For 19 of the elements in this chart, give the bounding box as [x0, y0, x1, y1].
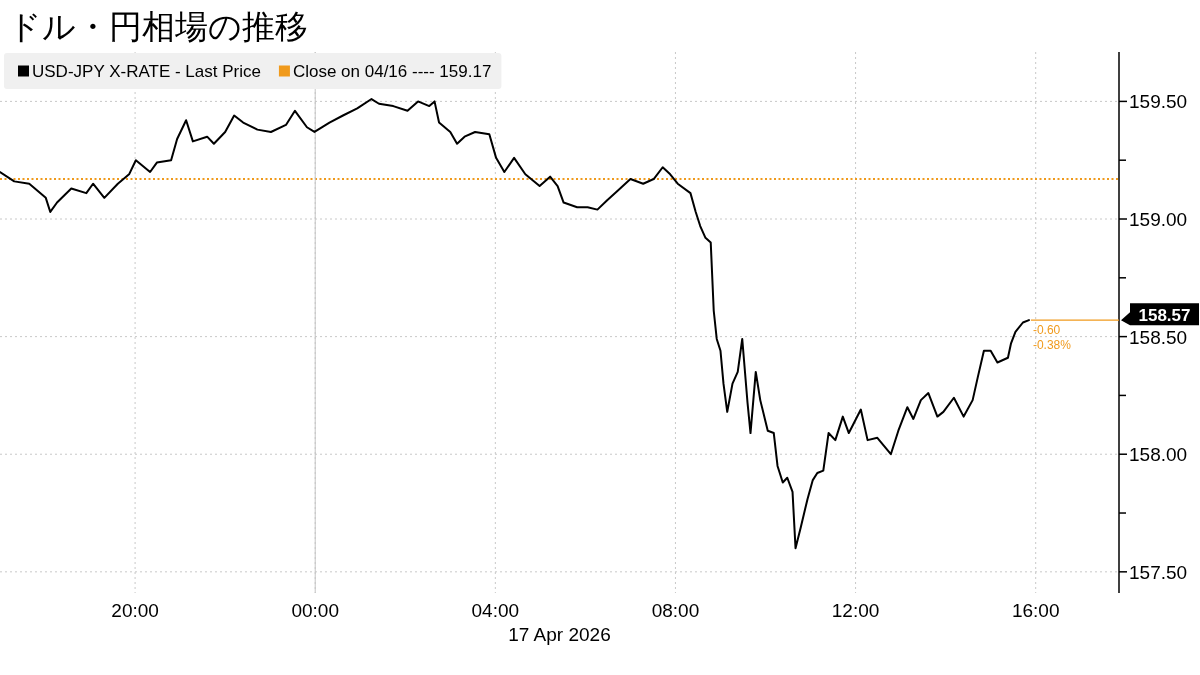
y-tick-label: 158.00 [1129, 444, 1188, 466]
y-tick-label: 159.00 [1129, 209, 1188, 230]
annotation: -0.38% [1032, 338, 1072, 353]
x-tick-label: 04:00 [471, 600, 520, 621]
value-callout: 158.57 [1030, 303, 1199, 326]
legend-label: Close on 04/16 ---- 159.17 [292, 62, 492, 81]
chart-title: ドル・円相場の推移 [8, 9, 308, 45]
x-tick-label: 16:00 [1011, 600, 1060, 621]
x-tick-label: 20:00 [111, 600, 159, 621]
legend-label: USD-JPY X-RATE - Last Price [32, 62, 261, 81]
x-tick-label: 00:00 [291, 600, 339, 621]
x-tick-label: 12:00 [831, 600, 880, 621]
annotation: 158.57 [1138, 306, 1191, 326]
y-tick-label: 157.50 [1129, 561, 1188, 583]
y-tick-label: 158.50 [1129, 326, 1188, 348]
annotation: -0.60 [1032, 323, 1061, 338]
x-axis-title: 17 Apr 2026 [508, 624, 611, 645]
y-tick-label: 159.50 [1129, 91, 1188, 113]
x-tick-label: 08:00 [651, 600, 700, 621]
